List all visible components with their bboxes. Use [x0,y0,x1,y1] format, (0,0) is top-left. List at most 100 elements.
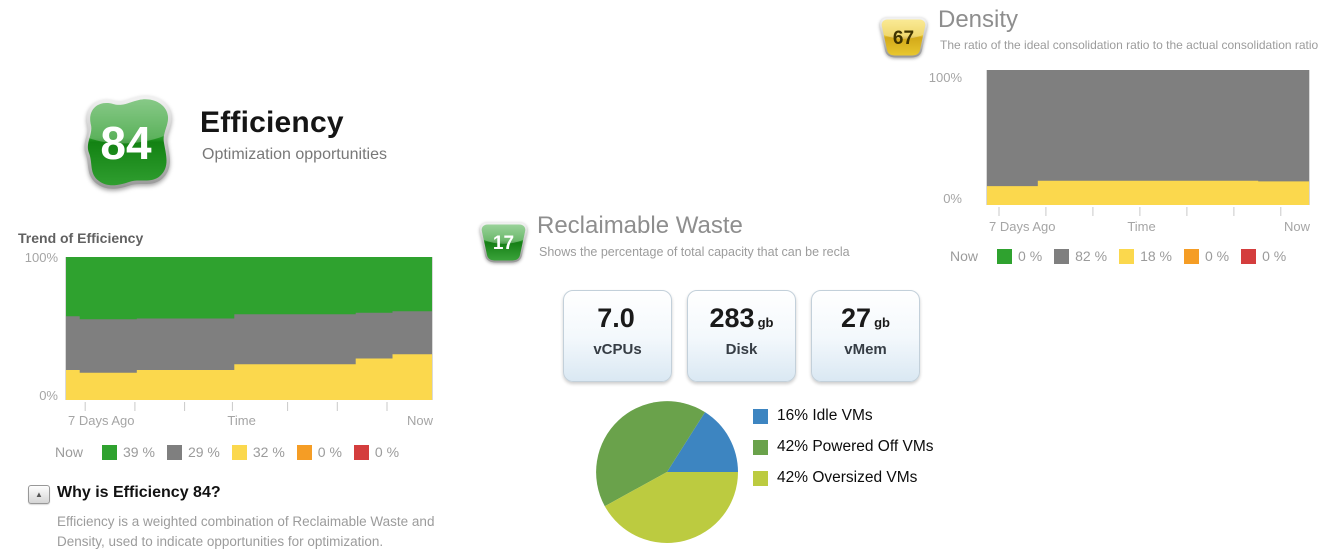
stat-card-disk: 283 gb Disk [687,290,796,382]
legend-now-label: Now [55,444,84,460]
stat-card-vcpus: 7.0 vCPUs [563,290,672,382]
legend-value: 32 % [252,444,285,460]
legend-item: 0 % [296,444,342,460]
pie-legend-label: 42% Oversized VMs [777,469,918,486]
stat-card-vmem: 27 gb vMem [811,290,920,382]
stat-unit: gb [874,315,890,330]
density-subtitle: The ratio of the ideal consolidation rat… [940,38,1319,52]
legend-now-label: Now [950,248,979,264]
efficiency-trend-chart [65,257,433,412]
pie-legend-chip [753,470,768,486]
x-tick-label: 7 Days Ago [989,219,1056,234]
legend-color-chip [1241,248,1257,264]
pie-legend-label: 16% Idle VMs [777,407,873,424]
pie-legend-item: 42% Oversized VMs [753,469,934,487]
collapse-arrow-icon: ▲ [35,490,43,499]
y-axis-max-label: 100% [24,250,58,265]
efficiency-score-badge: 84 [84,95,172,189]
legend-value: 0 % [1262,248,1287,264]
legend-item: 32 % [231,444,285,460]
pie-legend: 16% Idle VMs 42% Powered Off VMs 42% Overs… [753,407,934,500]
x-tick-label: Now [406,413,433,428]
legend-value: 29 % [187,444,220,460]
collapse-why-button[interactable]: ▲ [28,485,50,504]
reclaimable-score-badge: 17 [480,222,527,263]
badge-body [881,19,926,56]
badge-gloss [881,19,926,39]
legend-color-chip [1119,248,1135,264]
x-tick-label: 7 Days Ago [68,413,135,428]
badge-gloss [88,99,169,144]
density-trend-chart [986,70,1310,217]
stat-label: vMem [844,341,887,358]
stat-unit: gb [757,315,774,330]
stat-value: 27 [841,303,872,333]
trend-chart-title: Trend of Efficiency [18,230,144,246]
legend-item: 0 % [353,444,400,460]
pie-slice [596,401,705,507]
legend-color-chip [1054,248,1070,264]
pie-legend-item: 16% Idle VMs [753,407,934,425]
reclaimable-stats: 7.0 vCPUs 283 gb Disk 27 gb vMem [563,290,920,382]
legend-item: 0 % [1241,248,1286,264]
pie-legend-chip [753,408,768,424]
stat-label: vCPUs [593,341,642,358]
efficiency-legend: Now 39 % 29 % 32 % 0 % 0 % [55,444,411,460]
pie-legend-label: 42% Powered Off VMs [777,438,934,455]
y-axis-max-label: 100% [928,70,962,85]
stat-value: 7.0 [597,303,635,333]
area-chart-canvas [986,70,1310,216]
x-axis-labels: 7 Days Ago Time Now [65,413,433,429]
density-score-badge: 67 [880,17,927,58]
badge-gloss [481,224,526,244]
x-tick-label: Time [1127,219,1156,234]
stat-value-row: 27 gb [812,305,919,332]
x-tick-label: Now [1283,219,1310,234]
legend-item: 39 % [102,444,155,460]
stat-value-row: 283 gb [688,305,795,332]
legend-color-chip [102,444,118,460]
reclaimable-subtitle: Shows the percentage of total capacity t… [539,245,850,259]
efficiency-score: 84 [100,117,152,169]
legend-value: 0 % [1018,248,1043,264]
why-title: Why is Efficiency 84? [57,484,221,501]
reclaimable-score: 17 [493,233,514,254]
efficiency-subtitle: Optimization opportunities [202,146,387,163]
legend-item: 0 % [1183,248,1229,264]
legend-item: 18 % [1119,248,1172,264]
stat-value-row: 7.0 [564,305,671,332]
legend-color-chip [296,444,312,460]
reclaimable-title: Reclaimable Waste [537,212,743,239]
area-series-yellow [986,180,1310,205]
badge-body [87,99,169,186]
density-score: 67 [893,28,914,49]
legend-value: 18 % [1140,248,1172,264]
area-chart-canvas [65,257,433,411]
legend-color-chip [1183,248,1199,264]
legend-item: 0 % [997,248,1042,264]
legend-value: 39 % [123,444,155,460]
legend-item: 82 % [1054,248,1107,264]
legend-color-chip [166,444,182,460]
pie-slice [604,472,738,543]
pie-legend-item: 42% Powered Off VMs [753,438,934,456]
pie-slice [667,412,738,472]
area-series-gray [986,70,1310,205]
density-legend: Now 0 % 82 % 18 % 0 % 0 % [950,248,1298,264]
y-axis-min-label: 0% [943,191,962,206]
y-axis-min-label: 0% [39,388,58,403]
legend-color-chip [231,444,247,460]
density-title: Density [938,6,1019,33]
legend-color-chip [997,248,1013,264]
area-series-yellow [65,354,433,400]
legend-value: 82 % [1075,248,1108,264]
legend-value: 0 % [374,444,400,460]
x-tick-label: Time [227,413,256,428]
badge-body [481,224,526,261]
efficiency-title: Efficiency [200,106,344,139]
pie-legend-chip [753,439,768,455]
legend-value: 0 % [317,444,342,460]
legend-item: 29 % [166,444,220,460]
why-description: Efficiency is a weighted combination of … [57,514,435,549]
